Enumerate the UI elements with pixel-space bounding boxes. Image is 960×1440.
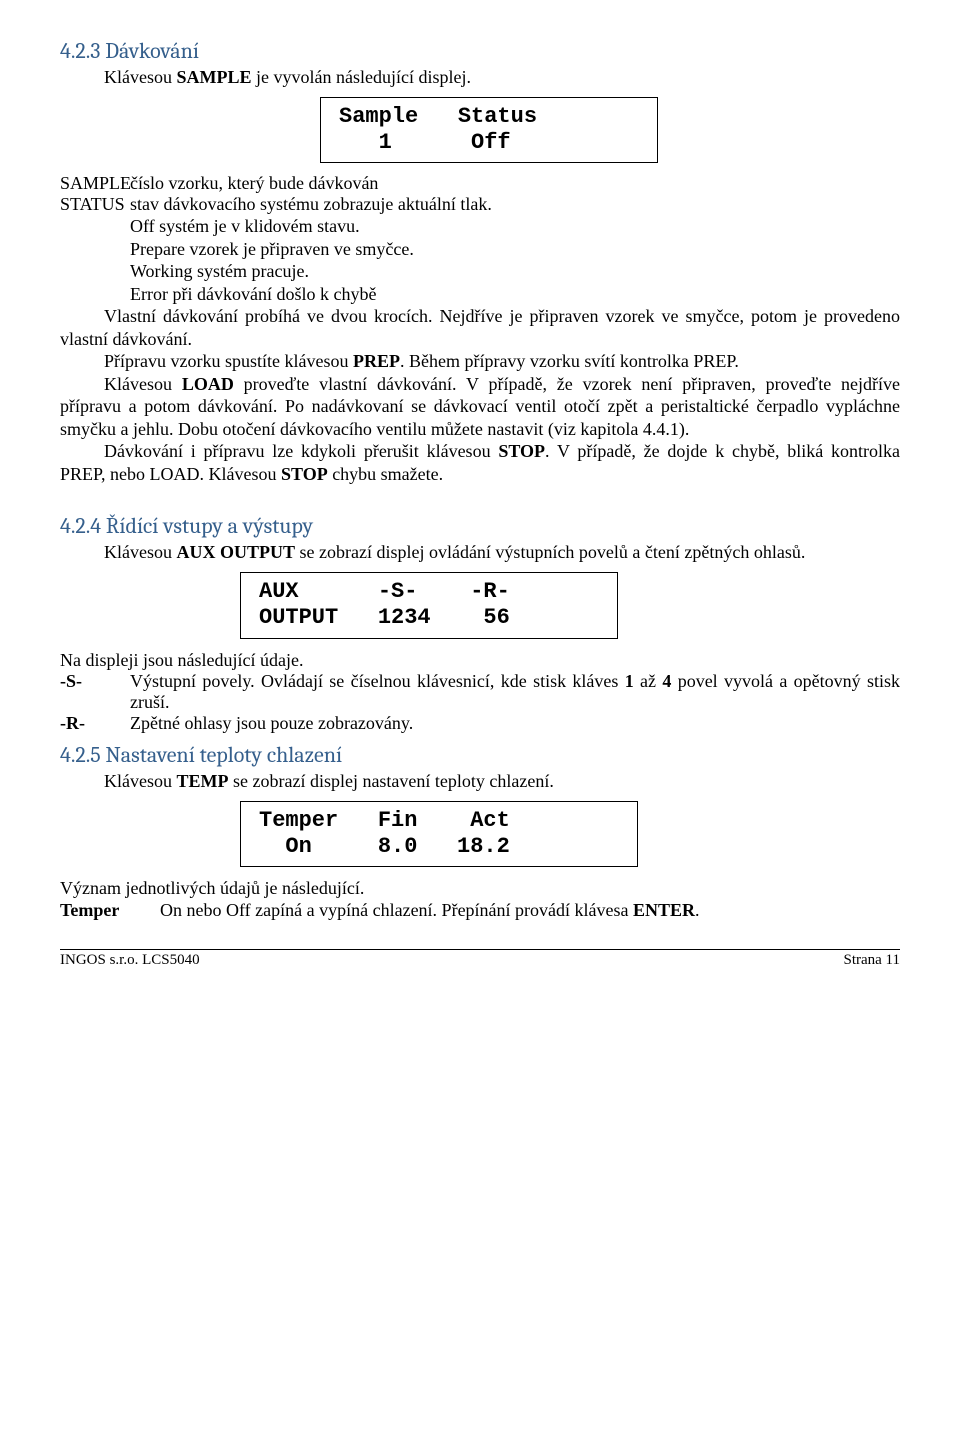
heading-4-2-5: 4.2.5 Nastavení teploty chlazení [60,742,900,768]
def-val: stav dávkovacího systému zobrazuje aktuá… [130,194,900,215]
text: Klávesou [104,374,182,394]
text: se zobrazí displej ovládání výstupních p… [295,542,805,562]
def-key: STATUS [60,194,130,215]
intro-4-2-5: Klávesou TEMP se zobrazí displej nastave… [60,770,900,793]
para-stop: Dávkování i přípravu lze kdykoli přeruši… [60,440,900,485]
text: chybu smažete. [328,464,443,484]
key-stop-2: STOP [281,464,328,484]
text: se zobrazí displej nastavení teploty chl… [228,771,553,791]
def-val: číslo vzorku, který bude dávkován [130,173,900,194]
heading-4-2-4: 4.2.4 Řídící vstupy a výstupy [60,513,900,539]
status-off: Off systém je v klidovém stavu. [60,215,900,238]
def-val: On nebo Off zapíná a vypíná chlazení. Př… [160,900,900,921]
footer-left: INGOS s.r.o. LCS5040 [60,952,200,969]
def-s: -S- Výstupní povely. Ovládají se číselno… [60,671,900,713]
intro-4-2-3: Klávesou SAMPLE je vyvolán následující d… [60,66,900,89]
para-vlastni: Vlastní dávkování probíhá ve dvou krocíc… [60,305,900,350]
def-key: -S- [60,671,130,713]
key-temp: TEMP [176,771,228,791]
def-key: -R- [60,713,130,734]
def-status: STATUS stav dávkovacího systému zobrazuj… [60,194,900,215]
display-aux: AUX -S- -R- OUTPUT 1234 56 [240,572,618,639]
def-val: Výstupní povely. Ovládají se číselnou kl… [130,671,900,713]
key-load: LOAD [182,374,234,394]
text: Přípravu vzorku spustíte klávesou [104,351,353,371]
text: . Během přípravy vzorku svítí kontrolka … [400,351,739,371]
display-sample: Sample Status 1 Off [320,97,658,164]
def-key: Temper [60,900,160,921]
after-temper: Význam jednotlivých údajů je následující… [60,877,900,900]
def-sample: SAMPLE číslo vzorku, který bude dávkován [60,173,900,194]
footer-right: Strana 11 [843,952,900,969]
key-prep: PREP [353,351,400,371]
para-prep: Přípravu vzorku spustíte klávesou PREP. … [60,350,900,373]
def-val: Zpětné ohlasy jsou pouze zobrazovány. [130,713,900,734]
heading-4-2-3: 4.2.3 Dávkování [60,38,900,64]
text: Dávkování i přípravu lze kdykoli přeruši… [104,441,498,461]
status-error: Error při dávkování došlo k chybě [60,283,900,306]
display-temper: Temper Fin Act On 8.0 18.2 [240,801,638,868]
after-aux: Na displeji jsou následující údaje. [60,649,900,672]
para-load: Klávesou LOAD proveďte vlastní dávkování… [60,373,900,441]
def-r: -R- Zpětné ohlasy jsou pouze zobrazovány… [60,713,900,734]
intro-4-2-4: Klávesou AUX OUTPUT se zobrazí displej o… [60,541,900,564]
def-key: SAMPLE [60,173,130,194]
key-stop: STOP [498,441,545,461]
key-aux: AUX OUTPUT [176,542,295,562]
page-footer: INGOS s.r.o. LCS5040 Strana 11 [60,949,900,969]
def-temper: Temper On nebo Off zapíná a vypíná chlaz… [60,900,900,921]
status-prepare: Prepare vzorek je připraven ve smyčce. [60,238,900,261]
status-working: Working systém pracuje. [60,260,900,283]
text: Klávesou [104,542,176,562]
text: Klávesou [104,771,176,791]
